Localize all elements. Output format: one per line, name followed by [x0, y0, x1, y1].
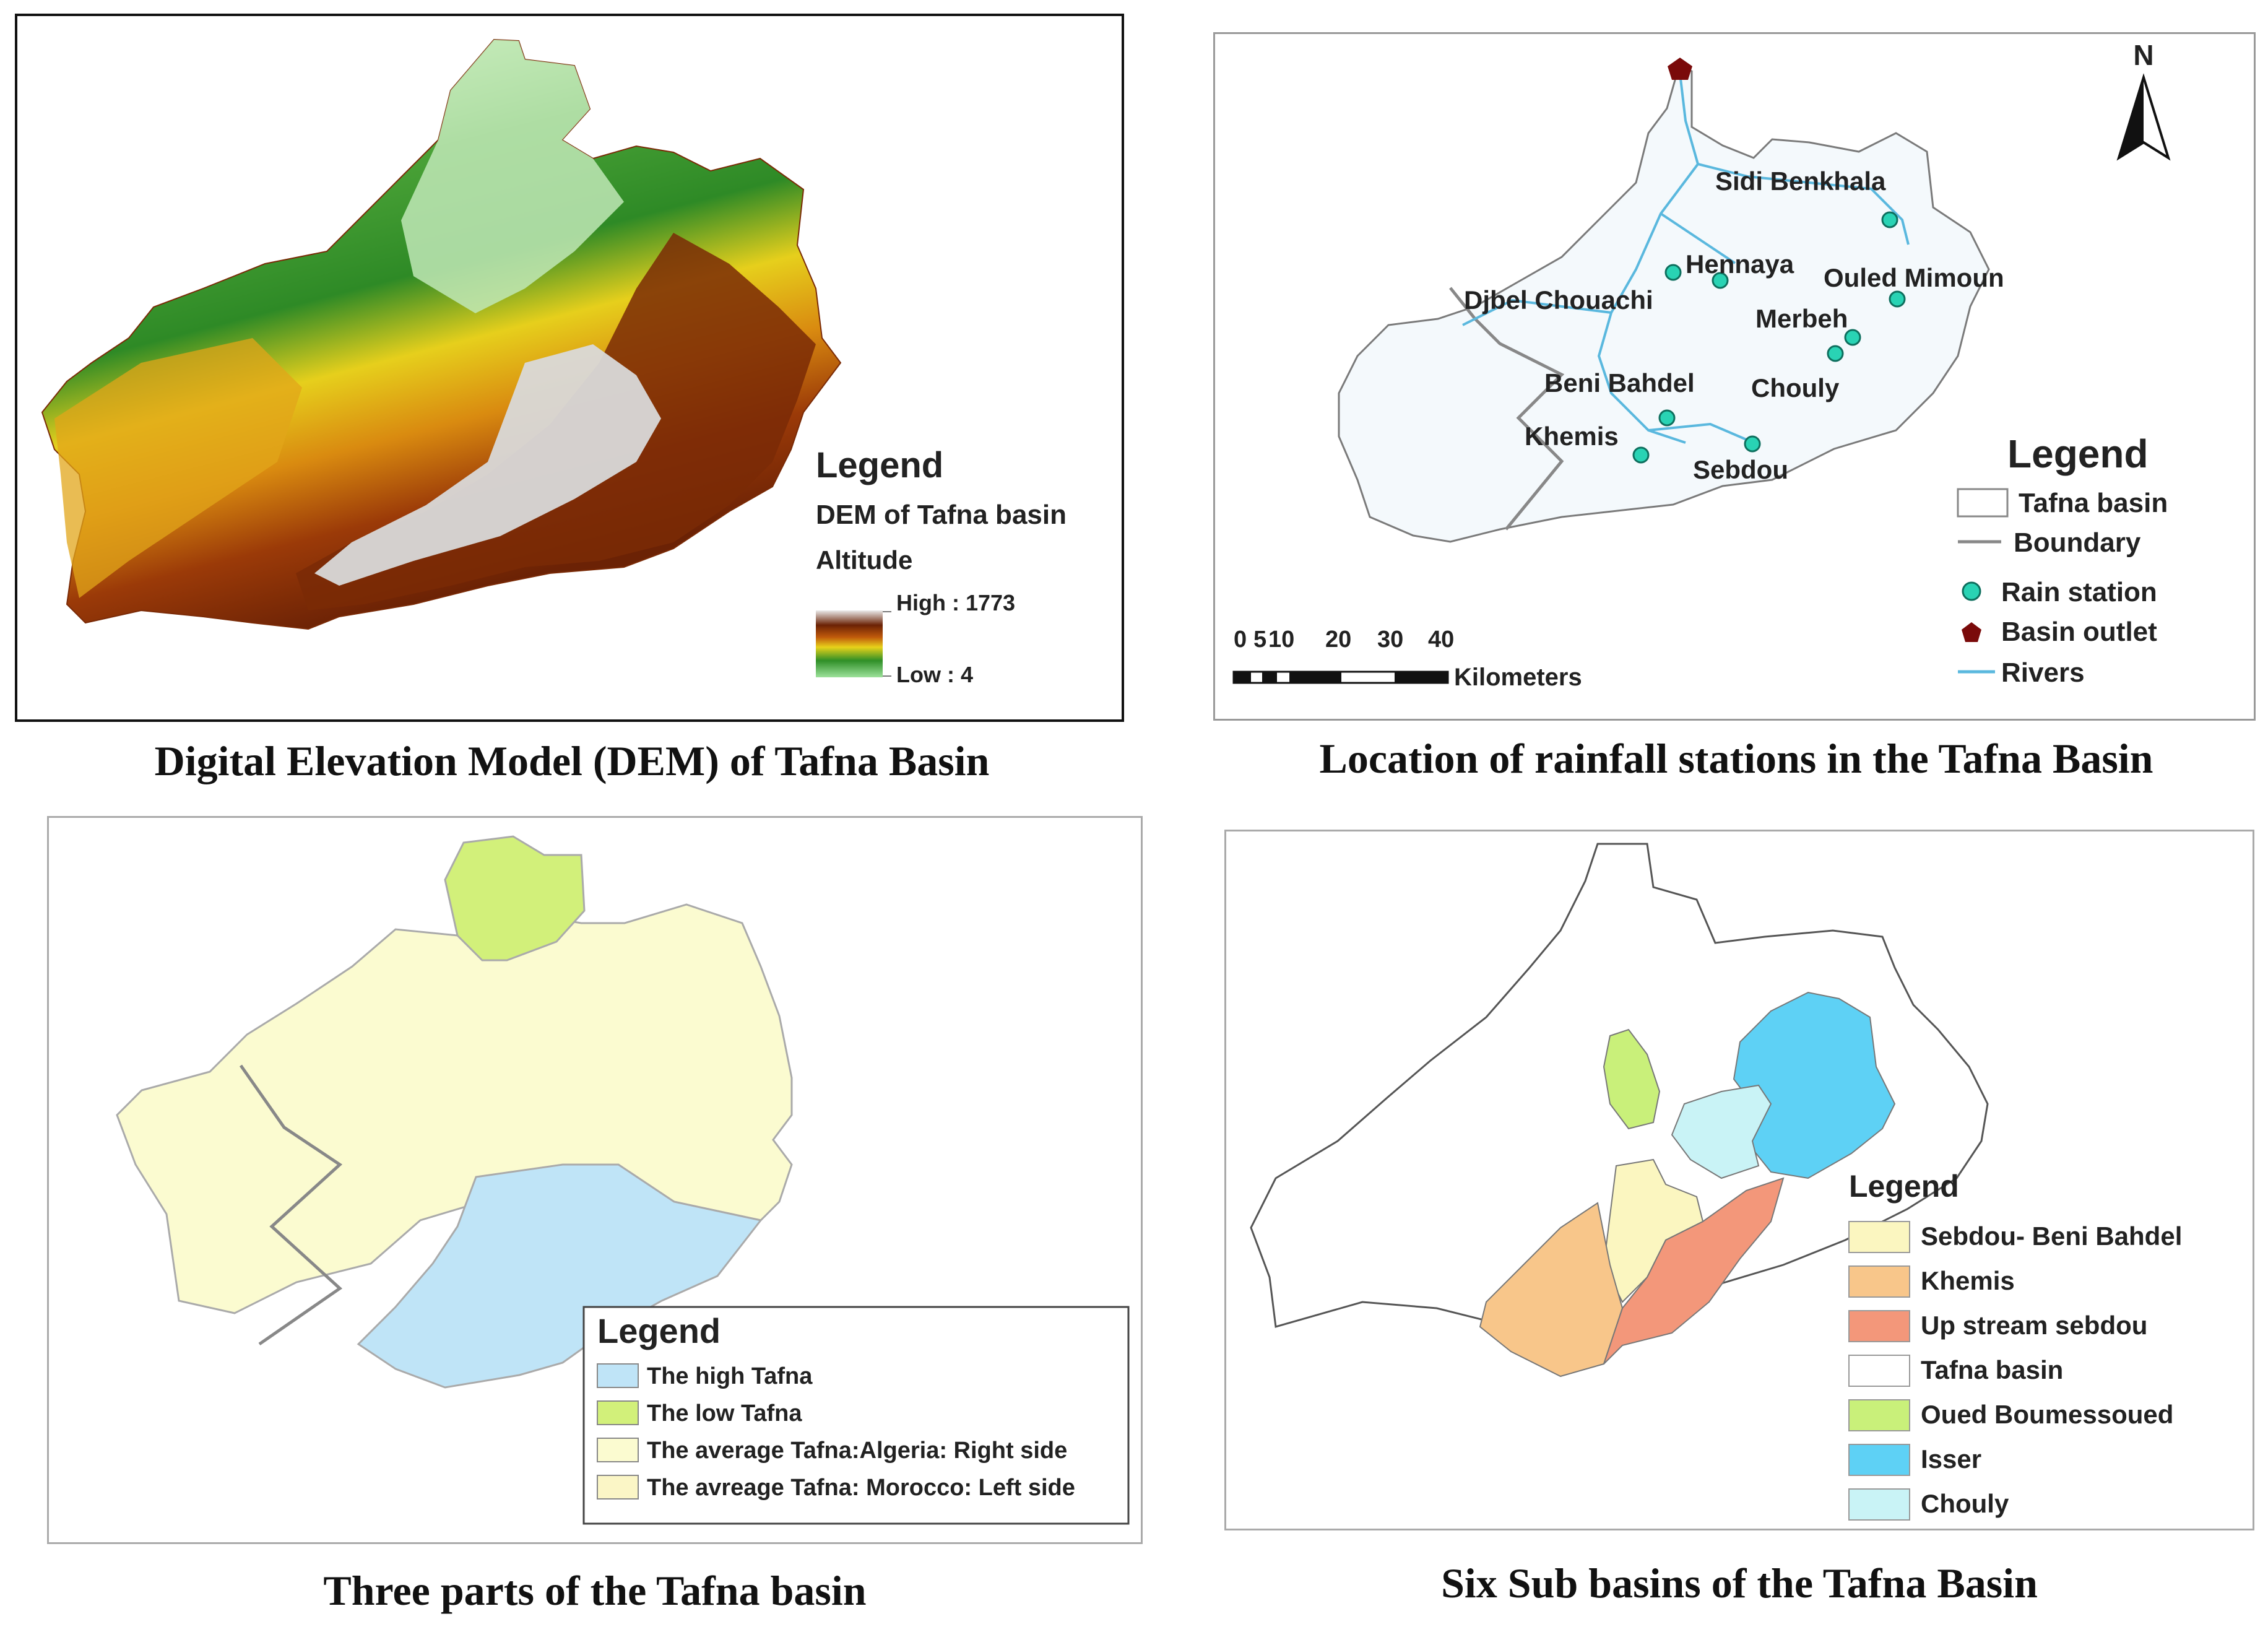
- scale-bar: 0 5 10 20 30 40 Kilometers: [1232, 627, 1582, 691]
- dem-high-label: High : 1773: [896, 590, 1015, 615]
- dem-panel: Legend DEM of Tafna basin Altitude High …: [15, 14, 1124, 722]
- svg-text:Isser: Isser: [1921, 1444, 1981, 1474]
- station-marker-sebdou: [1744, 435, 1761, 453]
- svg-text:20: 20: [1325, 627, 1351, 653]
- svg-text:40: 40: [1428, 627, 1454, 653]
- caption-stations: Location of rainfall stations in the Taf…: [1319, 735, 2153, 782]
- dem-legend-title: Legend: [816, 445, 943, 485]
- dem-west-area: [54, 338, 302, 598]
- svg-text:Sebdou- Beni Bahdel: Sebdou- Beni Bahdel: [1921, 1222, 2182, 1251]
- parts-legend-items: The high Tafna The low Tafna The average…: [597, 1363, 1075, 1501]
- svg-text:0: 0: [1234, 627, 1247, 653]
- station-marker-chouly: [1827, 345, 1844, 362]
- dem-low-label: Low : 4: [896, 662, 973, 687]
- dem-high-area: [314, 344, 661, 586]
- legend-swatch-basin-outlet: [1962, 622, 1981, 642]
- basin-outlet-marker: [1668, 58, 1692, 80]
- subbasins-legend-title: Legend: [1849, 1169, 1959, 1204]
- subbasins-upstream-sebdou-shape: [1603, 1177, 1785, 1365]
- station-marker-sidi-benkhala: [1881, 211, 1898, 228]
- legend-swatch-rain-station: [1962, 581, 1981, 601]
- svg-text:Boundary: Boundary: [2014, 527, 2141, 558]
- subbasins-legend-items: Sebdou- Beni Bahdel Khemis Up stream seb…: [1848, 1221, 2182, 1521]
- station-marker-hennaya: [1712, 272, 1729, 289]
- station-marker-djbel-chouachi: [1664, 264, 1682, 281]
- svg-text:Tafna basin: Tafna basin: [2019, 488, 2168, 518]
- station-label: Merbeh: [1755, 304, 1848, 333]
- svg-text:The high Tafna: The high Tafna: [647, 1363, 813, 1389]
- caption-subbasins: Six Sub basins of the Tafna Basin: [1441, 1560, 2038, 1607]
- dem-lowland-region: [401, 40, 624, 313]
- parts-boundary-line: [239, 1064, 343, 1346]
- station-label: Beni Bahdel: [1544, 368, 1695, 397]
- subbasins-oued-boumessoued-shape: [1603, 1028, 1661, 1130]
- subbasins-chouly-shape: [1671, 1084, 1772, 1179]
- dem-map: Legend DEM of Tafna basin Altitude High …: [41, 38, 1067, 687]
- svg-text:Rain station: Rain station: [2001, 577, 2157, 607]
- station-label: Djbel Chouachi: [1464, 285, 1653, 315]
- parts-legend-title: Legend: [597, 1311, 721, 1350]
- caption-dem: Digital Elevation Model (DEM) of Tafna B…: [154, 737, 990, 784]
- svg-text:Oued Boumessoued: Oued Boumessoued: [1921, 1400, 2173, 1429]
- svg-text:The avreage Tafna: Morocco: Le: The avreage Tafna: Morocco: Left side: [647, 1475, 1075, 1501]
- parts-panel: Legend The high Tafna The low Tafna The …: [47, 816, 1143, 1544]
- dem-color-ramp: [816, 610, 883, 677]
- parts-low-tafna-shape: [444, 835, 586, 961]
- dem-field-label: Altitude: [816, 545, 912, 575]
- caption-parts: Three parts of the Tafna basin: [323, 1567, 867, 1614]
- parts-high-tafna-shape: [357, 1163, 763, 1389]
- svg-text:Basin outlet: Basin outlet: [2001, 617, 2157, 647]
- station-marker-ouled-mimoun: [1889, 290, 1906, 308]
- stations-rivers: [1462, 67, 1910, 444]
- svg-text:Up stream sebdou: Up stream sebdou: [1921, 1311, 2147, 1340]
- station-label: Sidi Benkhala: [1715, 167, 1886, 196]
- svg-text:The average Tafna:Algeria: Rig: The average Tafna:Algeria: Right side: [647, 1438, 1067, 1464]
- legend-swatch-tafna-basin: [1957, 488, 2009, 518]
- station-marker-khemis: [1632, 446, 1650, 464]
- scale-unit: Kilometers: [1454, 664, 1582, 691]
- subbasins-panel: Legend Sebdou- Beni Bahdel Khemis Up str…: [1224, 830, 2254, 1530]
- north-label: N: [2133, 39, 2153, 71]
- parts-map: Legend The high Tafna The low Tafna The …: [116, 835, 1130, 1525]
- station-label: Hennaya: [1686, 250, 1794, 279]
- svg-text:The low Tafna: The low Tafna: [647, 1400, 802, 1426]
- svg-text:5: 5: [1253, 627, 1266, 653]
- station-label: Chouly: [1751, 373, 1840, 402]
- svg-text:Khemis: Khemis: [1921, 1266, 2015, 1295]
- subbasins-map: Legend Sebdou- Beni Bahdel Khemis Up str…: [1250, 843, 2182, 1521]
- stations-panel: Sidi Benkhala Hennaya Ouled Mimoun Djbel…: [1213, 32, 2256, 721]
- station-label: Khemis: [1525, 422, 1619, 451]
- dem-layer-name: DEM of Tafna basin: [816, 500, 1067, 530]
- subbasins-isser-shape: [1733, 991, 1896, 1179]
- station-label: Sebdou: [1693, 455, 1788, 484]
- svg-text:30: 30: [1377, 627, 1403, 653]
- svg-text:10: 10: [1268, 627, 1294, 653]
- svg-text:Chouly: Chouly: [1921, 1489, 2009, 1518]
- svg-text:Tafna basin: Tafna basin: [1921, 1355, 2063, 1384]
- station-marker-merbeh: [1844, 329, 1861, 346]
- station-marker-beni-bahdel: [1658, 409, 1676, 427]
- parts-legend-box: [582, 1306, 1130, 1525]
- svg-text:Rivers: Rivers: [2001, 658, 2085, 688]
- stations-map: Sidi Benkhala Hennaya Ouled Mimoun Djbel…: [1232, 39, 2171, 691]
- station-label: Ouled Mimoun: [1824, 263, 2004, 292]
- stations-legend-title: Legend: [2007, 432, 2149, 476]
